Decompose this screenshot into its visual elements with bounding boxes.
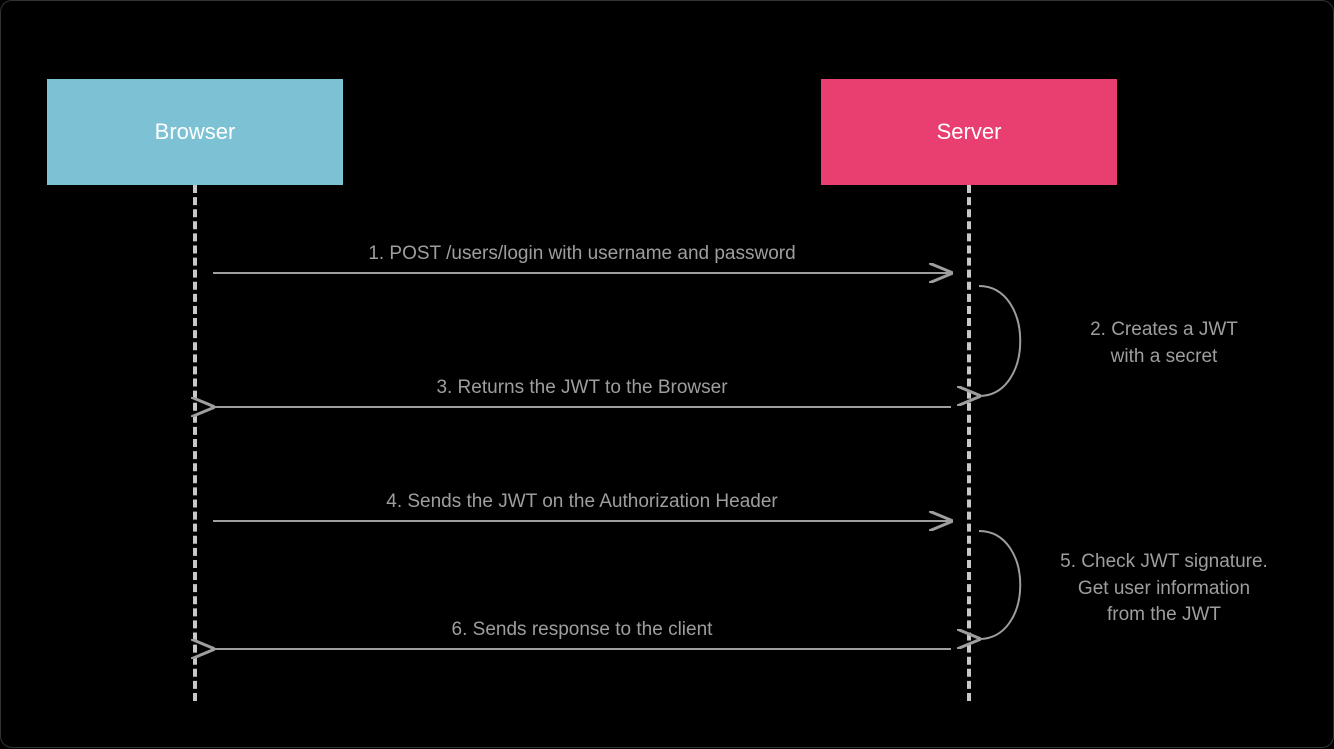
self-action-5-label: 5. Check JWT signature. Get user informa… bbox=[1039, 549, 1289, 629]
lifeline-server bbox=[967, 185, 971, 701]
sequence-diagram: Browser Server 1. POST /users/login with… bbox=[1, 1, 1333, 747]
participant-browser: Browser bbox=[47, 79, 343, 185]
self-action-5-line1: 5. Check JWT signature. bbox=[1039, 549, 1289, 576]
self-action-2-label: 2. Creates a JWT with a secret bbox=[1039, 317, 1289, 370]
message-1-label: 1. POST /users/login with username and p… bbox=[215, 243, 949, 265]
participant-browser-label: Browser bbox=[155, 119, 236, 145]
self-action-5-line3: from the JWT bbox=[1039, 602, 1289, 629]
self-action-5-line2: Get user information bbox=[1039, 576, 1289, 603]
lifeline-browser bbox=[193, 185, 197, 701]
message-3-label: 3. Returns the JWT to the Browser bbox=[215, 377, 949, 399]
message-4-label: 4. Sends the JWT on the Authorization He… bbox=[215, 491, 949, 513]
message-6-label: 6. Sends response to the client bbox=[215, 619, 949, 641]
participant-server-label: Server bbox=[937, 119, 1002, 145]
self-action-2-line2: with a secret bbox=[1039, 344, 1289, 371]
participant-server: Server bbox=[821, 79, 1117, 185]
self-action-2-line1: 2. Creates a JWT bbox=[1039, 317, 1289, 344]
